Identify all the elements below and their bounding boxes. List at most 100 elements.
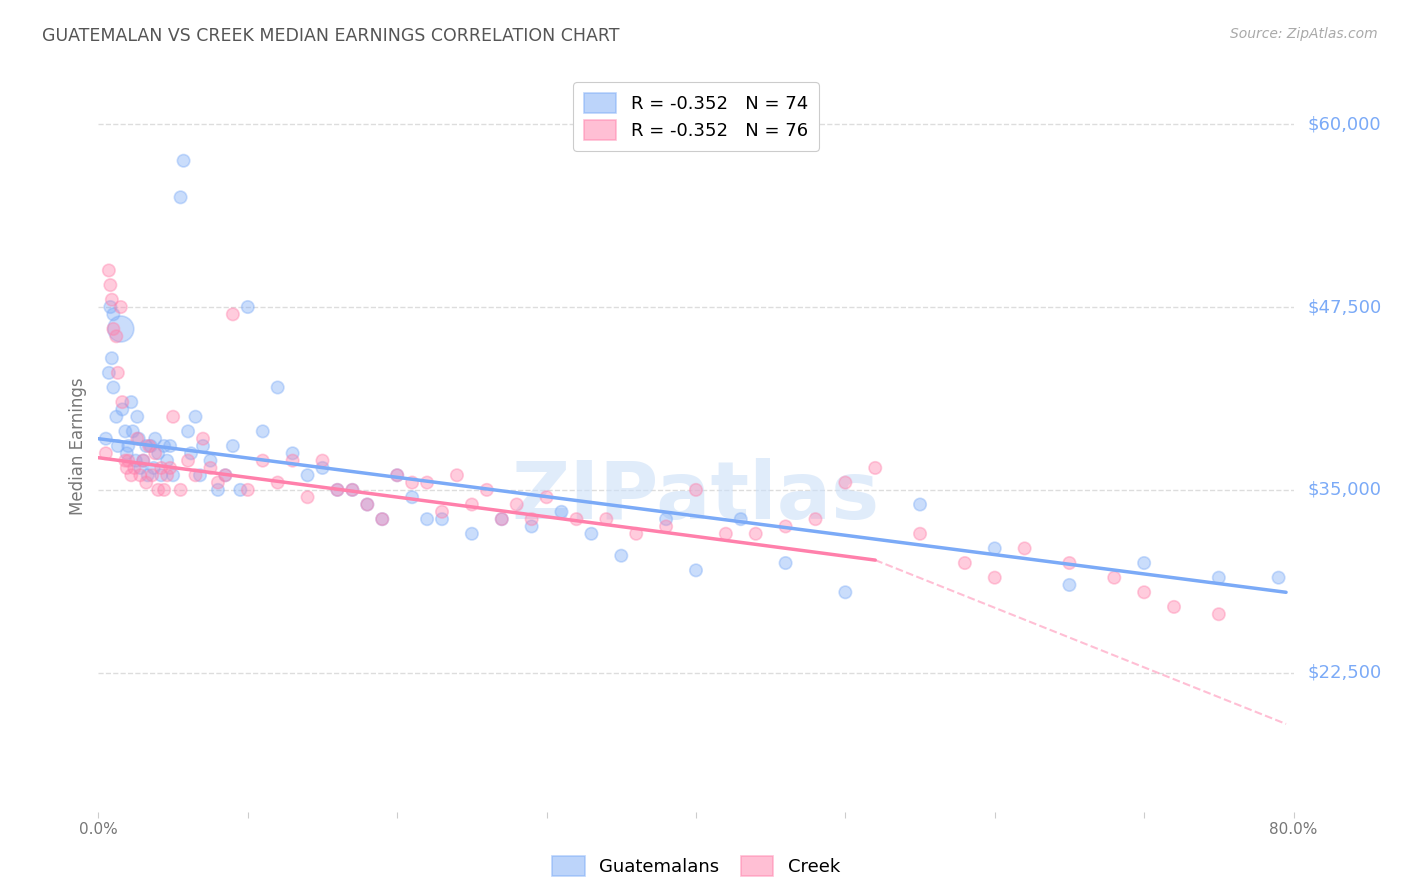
Point bbox=[401, 490, 423, 504]
Text: ZIPatlas: ZIPatlas bbox=[512, 458, 880, 536]
Point bbox=[115, 461, 138, 475]
Point bbox=[655, 519, 678, 533]
Point bbox=[908, 526, 931, 541]
Point bbox=[132, 453, 155, 467]
Point bbox=[311, 453, 333, 467]
Point bbox=[311, 461, 333, 475]
Point bbox=[581, 526, 603, 541]
Point bbox=[834, 585, 856, 599]
Point bbox=[184, 468, 207, 483]
Point bbox=[162, 468, 184, 483]
Point bbox=[834, 475, 856, 490]
Point bbox=[150, 468, 173, 483]
Point bbox=[177, 425, 200, 439]
Point bbox=[1208, 571, 1230, 585]
Text: GUATEMALAN VS CREEK MEDIAN EARNINGS CORRELATION CHART: GUATEMALAN VS CREEK MEDIAN EARNINGS CORR… bbox=[42, 27, 620, 45]
Point bbox=[148, 446, 170, 460]
Point bbox=[730, 512, 752, 526]
Point bbox=[229, 483, 252, 497]
Point bbox=[655, 512, 678, 526]
Point bbox=[101, 351, 124, 366]
Point bbox=[804, 512, 827, 526]
Point bbox=[114, 453, 136, 467]
Point bbox=[105, 329, 128, 343]
Point bbox=[281, 446, 304, 460]
Point bbox=[111, 402, 134, 417]
Point bbox=[214, 468, 236, 483]
Point bbox=[371, 512, 394, 526]
Point bbox=[207, 483, 229, 497]
Point bbox=[475, 483, 498, 497]
Point bbox=[124, 461, 146, 475]
Point bbox=[156, 453, 179, 467]
Point bbox=[103, 380, 125, 394]
Point bbox=[222, 307, 245, 321]
Point bbox=[121, 425, 143, 439]
Point bbox=[953, 556, 976, 570]
Point bbox=[180, 446, 202, 460]
Point bbox=[267, 380, 290, 394]
Point bbox=[127, 409, 149, 424]
Point bbox=[143, 446, 166, 460]
Point bbox=[139, 439, 162, 453]
Point bbox=[685, 563, 707, 577]
Text: $60,000: $60,000 bbox=[1308, 115, 1381, 133]
Point bbox=[565, 512, 588, 526]
Point bbox=[624, 526, 647, 541]
Point bbox=[103, 322, 125, 336]
Point bbox=[461, 498, 484, 512]
Point bbox=[150, 461, 173, 475]
Point bbox=[141, 468, 163, 483]
Point bbox=[326, 483, 349, 497]
Point bbox=[491, 512, 513, 526]
Point bbox=[430, 505, 453, 519]
Point bbox=[107, 439, 129, 453]
Point bbox=[110, 300, 132, 314]
Point bbox=[129, 468, 152, 483]
Point bbox=[775, 519, 797, 533]
Point bbox=[595, 512, 617, 526]
Point bbox=[120, 468, 142, 483]
Point bbox=[983, 541, 1005, 556]
Point bbox=[430, 512, 453, 526]
Point bbox=[1059, 578, 1081, 592]
Point bbox=[177, 453, 200, 467]
Point bbox=[297, 468, 319, 483]
Point bbox=[135, 475, 157, 490]
Point bbox=[169, 190, 191, 204]
Point bbox=[1267, 571, 1289, 585]
Point bbox=[117, 453, 139, 467]
Point bbox=[169, 483, 191, 497]
Point bbox=[252, 425, 274, 439]
Point bbox=[129, 461, 152, 475]
Point bbox=[94, 446, 117, 460]
Text: Source: ZipAtlas.com: Source: ZipAtlas.com bbox=[1230, 27, 1378, 41]
Point bbox=[125, 453, 148, 467]
Y-axis label: Median Earnings: Median Earnings bbox=[69, 377, 87, 515]
Point bbox=[714, 526, 737, 541]
Point bbox=[461, 526, 484, 541]
Point bbox=[117, 439, 139, 453]
Point bbox=[610, 549, 633, 563]
Point bbox=[94, 432, 117, 446]
Point bbox=[97, 263, 120, 277]
Point bbox=[111, 395, 134, 409]
Point bbox=[200, 461, 222, 475]
Point bbox=[136, 468, 159, 483]
Point bbox=[356, 498, 378, 512]
Point bbox=[114, 425, 136, 439]
Point bbox=[142, 461, 165, 475]
Point bbox=[98, 300, 122, 314]
Point bbox=[207, 475, 229, 490]
Point bbox=[520, 512, 543, 526]
Point bbox=[520, 519, 543, 533]
Point bbox=[297, 490, 319, 504]
Point bbox=[101, 293, 124, 307]
Point bbox=[222, 439, 245, 453]
Point bbox=[356, 498, 378, 512]
Point bbox=[184, 409, 207, 424]
Point bbox=[153, 483, 176, 497]
Point bbox=[252, 453, 274, 467]
Point bbox=[983, 571, 1005, 585]
Legend: Guatemalans, Creek: Guatemalans, Creek bbox=[544, 849, 848, 883]
